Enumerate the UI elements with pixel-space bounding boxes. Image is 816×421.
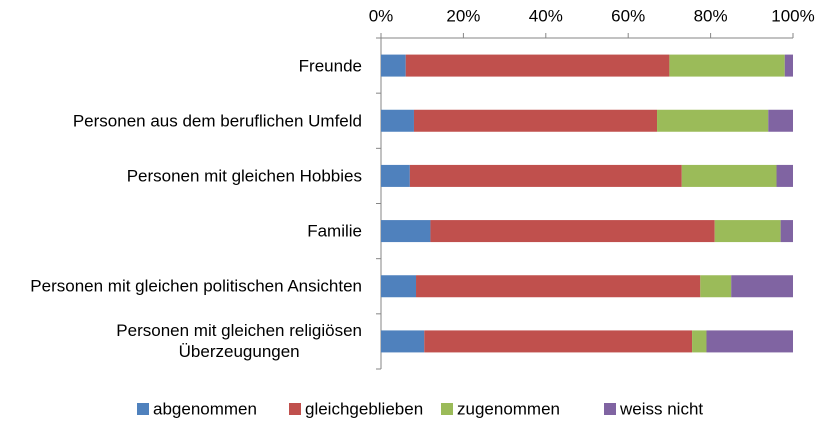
- bar-segment: [714, 220, 781, 243]
- bar-segment: [381, 54, 406, 77]
- bar-segment: [681, 164, 777, 187]
- legend-label: gleichgeblieben: [305, 399, 423, 418]
- legend-swatch: [441, 403, 453, 415]
- category-text: Personen mit gleichen religiösen Überzeu…: [116, 321, 362, 362]
- category-label: Personen mit gleichen politischen Ansich…: [30, 276, 362, 297]
- category-text: Familie: [307, 221, 362, 241]
- x-tick-label: 60%: [611, 6, 645, 25]
- category-label: Freunde: [299, 55, 362, 76]
- category-text: Personen aus dem beruflichen Umfeld: [72, 111, 362, 131]
- x-tick-label: 20%: [446, 6, 480, 25]
- x-tick-label: 40%: [529, 6, 563, 25]
- category-label: Personen aus dem beruflichen Umfeld: [73, 110, 362, 131]
- legend-swatch: [289, 403, 301, 415]
- bar-segment: [700, 275, 732, 298]
- bar-segment: [768, 109, 793, 132]
- legend-swatch: [604, 403, 616, 415]
- bar-segment: [405, 54, 670, 77]
- bar-segment: [381, 330, 425, 353]
- bar-segment: [381, 164, 410, 187]
- bar-segment: [776, 164, 793, 187]
- bar-segment: [381, 109, 414, 132]
- bar-segment: [784, 54, 793, 77]
- bar-segment: [657, 109, 769, 132]
- bar-segment: [409, 164, 682, 187]
- x-tick-label: 100%: [771, 6, 814, 25]
- bar-segment: [780, 220, 793, 243]
- legend-swatch: [137, 403, 149, 415]
- bar-segment: [416, 275, 701, 298]
- legend-label: weiss nicht: [619, 399, 703, 418]
- x-tick-label: 0%: [369, 6, 394, 25]
- category-text: Personen mit gleichen Hobbies: [126, 166, 362, 186]
- bar-segment: [706, 330, 793, 353]
- x-tick-label: 80%: [694, 6, 728, 25]
- legend-label: abgenommen: [153, 399, 257, 418]
- category-label: Familie: [307, 221, 362, 242]
- bar-segment: [731, 275, 793, 298]
- bar-segment: [430, 220, 715, 243]
- legend-label: zugenommen: [457, 399, 560, 418]
- category-text: Freunde: [298, 56, 362, 76]
- category-label: Personen mit gleichen Hobbies: [127, 165, 362, 186]
- bar-segment: [692, 330, 707, 353]
- bar-segment: [413, 109, 658, 132]
- bar-segment: [669, 54, 785, 77]
- bar-segment: [381, 220, 431, 243]
- bar-segment: [424, 330, 693, 353]
- category-text: Personen mit gleichen politischen Ansich…: [30, 276, 362, 296]
- bar-segment: [381, 275, 417, 298]
- category-label: Personen mit gleichen religiösen Überzeu…: [116, 320, 362, 362]
